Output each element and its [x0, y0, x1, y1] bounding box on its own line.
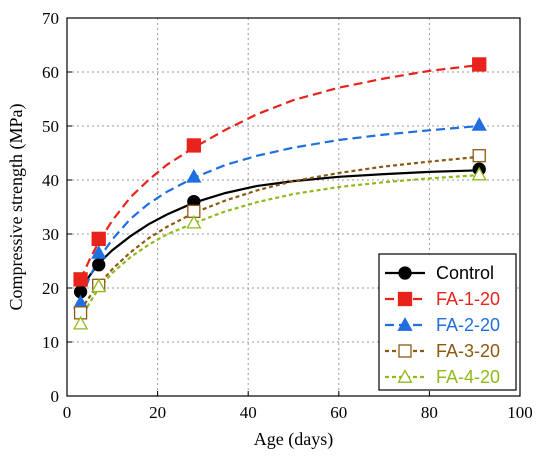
y-tick-label: 40 [42, 171, 59, 190]
data-point-fa-3-20 [472, 149, 486, 163]
x-tick-label: 100 [507, 403, 533, 422]
legend-marker-fa-2-20 [397, 317, 413, 331]
legend-marker-fa-4-20 [397, 369, 413, 383]
data-point-fa-4-20 [186, 214, 202, 229]
data-point-fa-2-20 [186, 168, 202, 183]
data-point-fa-1-20 [186, 138, 201, 153]
legend-label-fa-1-20: FA-1-20 [436, 289, 500, 309]
legend-label-fa-3-20: FA-3-20 [436, 341, 500, 361]
x-tick-label: 0 [63, 403, 72, 422]
legend-marker-fa-1-20 [397, 291, 413, 307]
legend-label-fa-4-20: FA-4-20 [436, 367, 500, 387]
y-axis-label: Compressive strength (MPa) [6, 104, 27, 311]
data-point-fa-4-20 [91, 278, 107, 293]
y-tick-label: 50 [42, 117, 59, 136]
y-tick-label: 30 [42, 225, 59, 244]
x-tick-label: 80 [421, 403, 438, 422]
data-point-fa-1-20 [472, 57, 487, 72]
data-point-control [92, 258, 106, 272]
y-tick-label: 70 [42, 9, 59, 28]
x-axis-label: Age (days) [254, 429, 333, 450]
legend: Control FA-1-20 FA-2-20 FA-3-20 FA-4-20 [378, 253, 517, 391]
data-point-fa-4-20 [72, 315, 89, 330]
legend-label-control: Control [436, 263, 494, 283]
data-point-fa-1-20 [73, 272, 88, 287]
y-tick-label: 0 [51, 387, 60, 406]
data-markers [72, 57, 487, 330]
data-point-fa-2-20 [91, 245, 107, 259]
data-point-fa-1-20 [91, 231, 106, 247]
data-point-fa-4-20 [471, 166, 487, 181]
x-tick-label: 20 [149, 403, 166, 422]
y-tick-label: 10 [42, 333, 59, 352]
axis-ticks: 0 20 40 60 80 100 0 10 20 30 40 50 60 70 [42, 9, 533, 422]
legend-label-fa-2-20: FA-2-20 [436, 315, 500, 335]
data-point-fa-2-20 [471, 117, 487, 131]
plot-frame [66, 17, 521, 397]
x-tick-label: 60 [330, 403, 347, 422]
legend-marker-control [398, 266, 412, 280]
y-tick-label: 20 [42, 279, 59, 298]
y-tick-label: 60 [42, 63, 59, 82]
legend-marker-fa-3-20 [398, 344, 412, 358]
x-tick-label: 40 [240, 403, 257, 422]
